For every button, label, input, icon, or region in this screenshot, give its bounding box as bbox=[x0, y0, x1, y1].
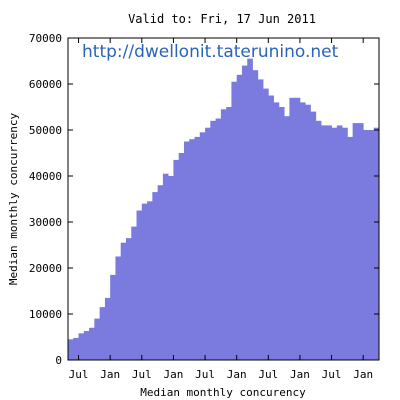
bar bbox=[78, 333, 85, 360]
bar bbox=[110, 274, 116, 360]
watermark-text: http://dwellonit.taterunino.net bbox=[82, 42, 339, 62]
x-tick-label: Jul bbox=[322, 368, 342, 381]
y-tick-label: 60000 bbox=[29, 78, 62, 91]
bar bbox=[131, 226, 137, 360]
bar bbox=[236, 74, 243, 361]
y-tick-label: 0 bbox=[55, 354, 62, 367]
bar bbox=[68, 339, 74, 360]
bar bbox=[210, 120, 216, 360]
bar bbox=[331, 127, 338, 360]
bar bbox=[257, 79, 264, 361]
bar bbox=[321, 125, 327, 361]
bar bbox=[268, 95, 274, 360]
bar bbox=[162, 173, 169, 360]
x-tick-label: Jan bbox=[163, 368, 183, 381]
x-axis-label: Median monthly concurency bbox=[140, 386, 306, 399]
bar bbox=[83, 331, 90, 360]
bar bbox=[115, 256, 122, 360]
bar bbox=[326, 125, 332, 361]
bar bbox=[168, 176, 174, 360]
bar bbox=[215, 118, 222, 360]
bar bbox=[363, 130, 369, 360]
x-tick-label: Jul bbox=[132, 368, 152, 381]
bar bbox=[89, 327, 95, 360]
x-axis: Jul Jan Jul Jan Jul Jan Jul Jan Jul Jan bbox=[69, 38, 373, 381]
bar bbox=[147, 201, 153, 360]
bar bbox=[152, 192, 159, 360]
bar bbox=[352, 123, 359, 360]
y-tick-label: 70000 bbox=[29, 32, 62, 45]
bar bbox=[125, 238, 132, 360]
bar bbox=[157, 185, 164, 360]
bar bbox=[178, 153, 185, 360]
y-tick-label: 50000 bbox=[29, 124, 62, 137]
bar bbox=[241, 65, 248, 360]
bar bbox=[368, 130, 375, 360]
bar bbox=[336, 125, 343, 361]
bar bbox=[252, 70, 259, 360]
bar bbox=[278, 107, 285, 360]
x-tick-label: Jan bbox=[227, 368, 247, 381]
y-axis: 0 10000 20000 30000 40000 50000 60000 70000 bbox=[29, 32, 379, 367]
bar bbox=[315, 120, 322, 360]
bar bbox=[183, 141, 190, 360]
bar bbox=[99, 307, 106, 360]
bar bbox=[220, 109, 227, 360]
bar bbox=[347, 136, 354, 360]
x-tick-label: Jul bbox=[195, 368, 215, 381]
y-tick-label: 10000 bbox=[29, 308, 62, 321]
bar bbox=[104, 297, 111, 360]
bar bbox=[357, 123, 364, 360]
x-tick-label: Jan bbox=[290, 368, 310, 381]
bar bbox=[194, 136, 201, 360]
bar bbox=[294, 97, 301, 361]
bar bbox=[226, 107, 232, 360]
x-tick-label: Jul bbox=[69, 368, 89, 381]
bar bbox=[73, 337, 79, 360]
bar bbox=[310, 111, 317, 360]
bar bbox=[299, 102, 306, 361]
bar bbox=[284, 116, 290, 360]
bar bbox=[289, 97, 296, 361]
bar bbox=[189, 139, 195, 360]
y-tick-label: 30000 bbox=[29, 216, 62, 229]
bar bbox=[136, 210, 143, 360]
bar bbox=[342, 127, 348, 360]
bar bbox=[247, 58, 253, 360]
bar bbox=[305, 104, 311, 360]
bar bbox=[373, 127, 380, 360]
bar bbox=[205, 127, 211, 360]
bar bbox=[273, 102, 280, 361]
y-axis-label: Median monthly concurrency bbox=[7, 113, 20, 286]
bar bbox=[120, 242, 127, 360]
y-tick-label: 40000 bbox=[29, 170, 62, 183]
plot-frame bbox=[67, 37, 380, 361]
x-tick-label: Jan bbox=[353, 368, 373, 381]
bars-group bbox=[68, 58, 380, 361]
y-tick-label: 20000 bbox=[29, 262, 62, 275]
bar bbox=[231, 81, 238, 360]
bar bbox=[141, 203, 148, 360]
chart-title: Valid to: Fri, 17 Jun 2011 bbox=[128, 12, 316, 26]
x-tick-label: Jul bbox=[258, 368, 278, 381]
x-tick-label: Jan bbox=[100, 368, 120, 381]
bar bbox=[199, 132, 206, 360]
bar bbox=[173, 159, 180, 360]
bar bbox=[263, 88, 269, 360]
bar bbox=[94, 318, 101, 360]
